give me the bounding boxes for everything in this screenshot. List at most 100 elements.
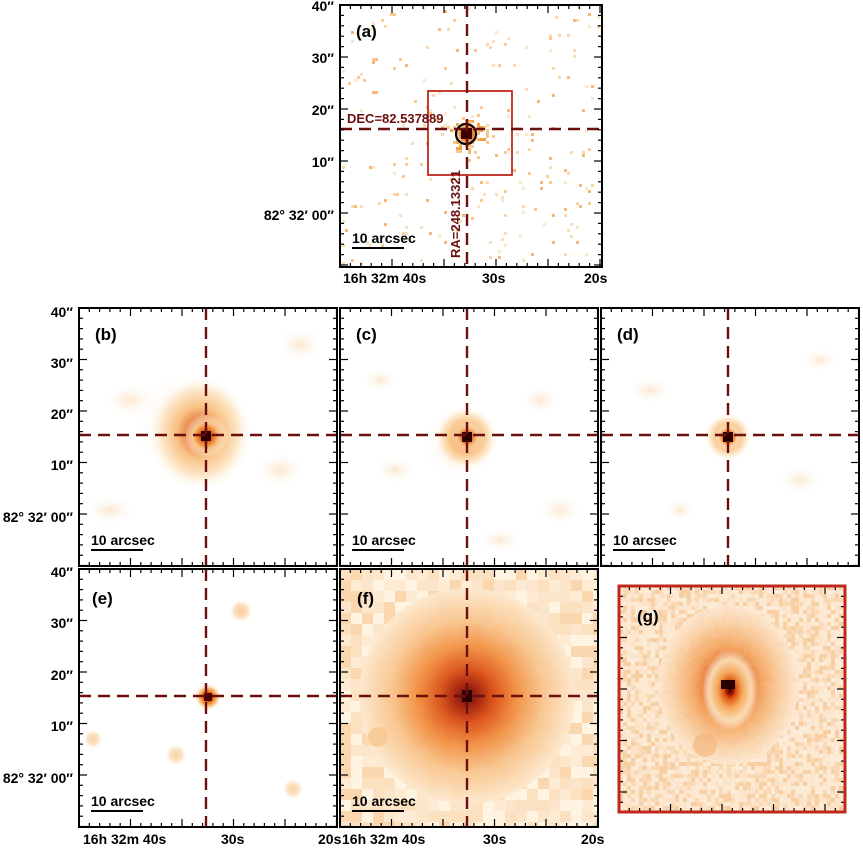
photon-pixel bbox=[552, 94, 555, 97]
panel-g-source-core bbox=[721, 680, 735, 689]
photon-pixel bbox=[528, 148, 531, 151]
photon-pixel bbox=[495, 31, 498, 34]
panel-a-source-core bbox=[461, 128, 472, 139]
photon-pixel bbox=[564, 208, 567, 211]
photon-pixel bbox=[567, 76, 570, 79]
photon-pixel bbox=[354, 205, 357, 208]
panel-g-frame bbox=[617, 584, 847, 814]
ra-tick-label: 30s bbox=[483, 831, 507, 847]
photon-pixel bbox=[585, 130, 588, 133]
photon-pixel bbox=[480, 126, 483, 129]
ra-tick-label: 16h 32m 40s bbox=[343, 270, 426, 286]
photon-pixel bbox=[555, 16, 558, 19]
panel-c: (c) 10 arcsec bbox=[339, 307, 599, 567]
photon-pixel bbox=[549, 34, 552, 37]
photon-pixel bbox=[480, 199, 483, 202]
photon-pixel bbox=[357, 76, 360, 79]
photon-pixel bbox=[402, 238, 405, 241]
photon-pixel bbox=[477, 156, 480, 159]
photon-pixel bbox=[567, 229, 570, 232]
dec-tick-label: 30″ bbox=[51, 615, 74, 631]
photon-pixel bbox=[549, 49, 552, 52]
photon-pixel bbox=[456, 150, 459, 153]
photon-pixel bbox=[501, 238, 504, 241]
photon-pixel bbox=[525, 46, 528, 49]
photon-pixel bbox=[453, 226, 456, 229]
photon-pixel bbox=[573, 19, 576, 22]
photon-pixel bbox=[360, 73, 363, 76]
photon-pixel bbox=[489, 46, 492, 49]
photon-pixel bbox=[393, 163, 396, 166]
photon-pixel bbox=[372, 61, 375, 64]
photon-pixel bbox=[444, 124, 447, 127]
panel-c-frame bbox=[339, 307, 599, 567]
photon-pixel bbox=[585, 187, 588, 190]
photon-pixel bbox=[504, 214, 507, 217]
photon-pixel bbox=[492, 40, 495, 43]
photon-pixel bbox=[372, 166, 375, 169]
panel-b-frame bbox=[78, 307, 338, 567]
panel-f-scalebar-label: 10 arcsec bbox=[352, 793, 416, 809]
photon-pixel bbox=[471, 217, 474, 220]
photon-pixel bbox=[453, 106, 456, 109]
photon-pixel bbox=[480, 138, 483, 141]
photon-pixel bbox=[549, 157, 552, 160]
photon-pixel bbox=[486, 135, 489, 138]
photon-pixel bbox=[576, 241, 579, 244]
dec-axis-panel-a: 40″ 30″ 20″ 10″ 82° 32′ 00″ bbox=[264, 0, 334, 223]
photon-pixel bbox=[552, 214, 555, 217]
photon-pixel bbox=[480, 106, 483, 109]
photon-pixel bbox=[597, 25, 600, 28]
panel-d-frame bbox=[600, 307, 860, 567]
panel-c-scalebar-label: 10 arcsec bbox=[352, 532, 416, 548]
photon-pixel bbox=[564, 214, 567, 217]
ra-axis-panel-f: 16h 32m 40s 30s 20s bbox=[342, 831, 605, 847]
photon-pixel bbox=[525, 88, 528, 91]
dec-crosshair-label: DEC=82.537889 bbox=[347, 111, 444, 126]
photon-pixel bbox=[540, 181, 543, 184]
panel-c-label: (c) bbox=[356, 325, 377, 344]
photon-pixel bbox=[420, 226, 423, 229]
photon-pixel bbox=[507, 109, 510, 112]
photon-pixel bbox=[393, 67, 396, 70]
photon-pixel bbox=[558, 34, 561, 37]
photon-pixel bbox=[372, 22, 375, 25]
photon-pixel bbox=[516, 133, 519, 136]
photon-pixel bbox=[498, 256, 501, 259]
photon-pixel bbox=[423, 79, 426, 82]
photon-pixel bbox=[519, 181, 522, 184]
photon-pixel bbox=[516, 151, 519, 154]
photon-pixel bbox=[378, 202, 381, 205]
ra-tick-label: 30s bbox=[482, 270, 506, 286]
photon-pixel bbox=[537, 100, 540, 103]
photon-pixel bbox=[453, 141, 456, 144]
ra-axis-panel-a: 16h 32m 40s 30s 20s bbox=[343, 270, 608, 286]
photon-pixel bbox=[468, 151, 471, 154]
photon-pixel bbox=[579, 205, 582, 208]
photon-pixel bbox=[591, 85, 594, 88]
photon-pixel bbox=[567, 34, 570, 37]
photon-pixel bbox=[369, 28, 372, 31]
photon-pixel bbox=[513, 169, 516, 172]
photon-pixel bbox=[468, 159, 471, 162]
photon-pixel bbox=[402, 232, 405, 235]
ra-tick-label: 16h 32m 40s bbox=[83, 831, 166, 847]
panel-d-source-core bbox=[723, 432, 733, 442]
photon-pixel bbox=[405, 163, 408, 166]
photon-pixel bbox=[351, 259, 354, 262]
photon-pixel bbox=[342, 220, 345, 223]
photon-pixel bbox=[420, 259, 423, 262]
photon-pixel bbox=[588, 13, 591, 16]
photon-pixel bbox=[486, 43, 489, 46]
panel-g-label: (g) bbox=[637, 607, 659, 626]
panel-b: (b) 10 arcsec bbox=[78, 307, 338, 567]
photon-pixel bbox=[360, 109, 363, 112]
ra-tick-label: 30s bbox=[221, 831, 245, 847]
photon-pixel bbox=[570, 223, 573, 226]
photon-pixel bbox=[345, 229, 348, 232]
photon-pixel bbox=[492, 135, 495, 138]
photon-pixel bbox=[399, 214, 402, 217]
photon-pixel bbox=[450, 178, 453, 181]
photon-pixel bbox=[450, 129, 453, 132]
photon-pixel bbox=[588, 202, 591, 205]
